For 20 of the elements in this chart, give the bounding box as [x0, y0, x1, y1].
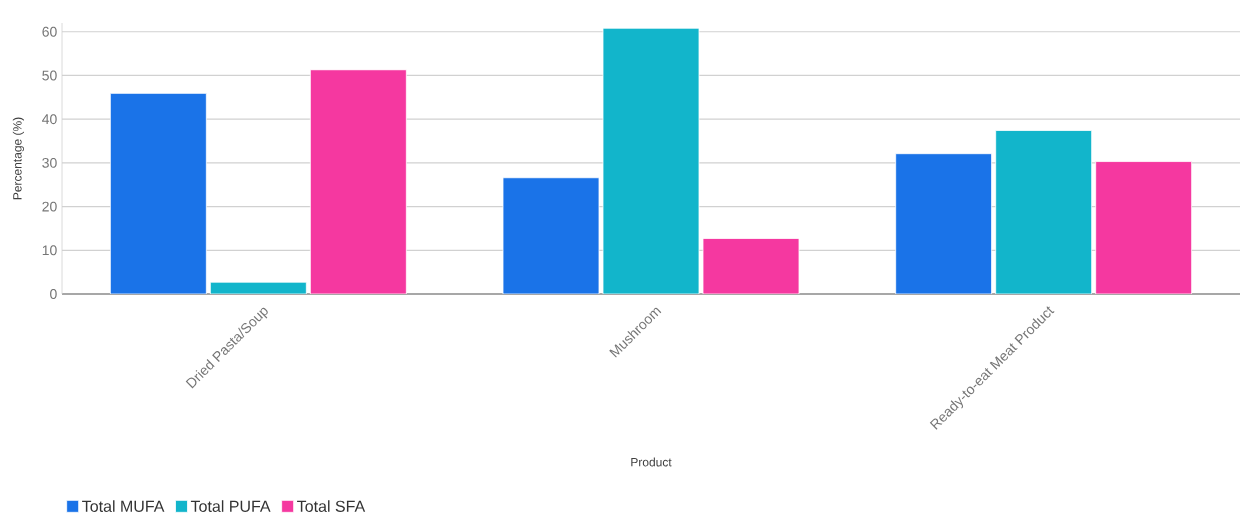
bar: [702, 238, 800, 294]
legend-label: Total SFA: [297, 500, 366, 512]
x-axis-title: Product: [631, 457, 672, 467]
bar: [309, 69, 407, 294]
bar: [895, 153, 993, 294]
y-tick-label: 60: [42, 26, 57, 37]
bar: [109, 92, 207, 294]
bar: [1095, 161, 1193, 294]
legend-label: Total PUFA: [190, 500, 271, 512]
bar: [995, 130, 1093, 294]
bar: [502, 177, 600, 294]
bar: [602, 27, 700, 294]
y-tick-label: 30: [42, 157, 57, 168]
y-tick-label: 50: [42, 70, 57, 81]
y-tick-label: 40: [42, 114, 57, 125]
y-tick-label: 20: [42, 201, 57, 212]
y-tick-label: 0: [50, 289, 57, 299]
legend-label: Total MUFA: [82, 500, 165, 512]
y-axis-title: Percentage (%): [12, 117, 25, 200]
y-tick-label: 10: [42, 245, 57, 256]
